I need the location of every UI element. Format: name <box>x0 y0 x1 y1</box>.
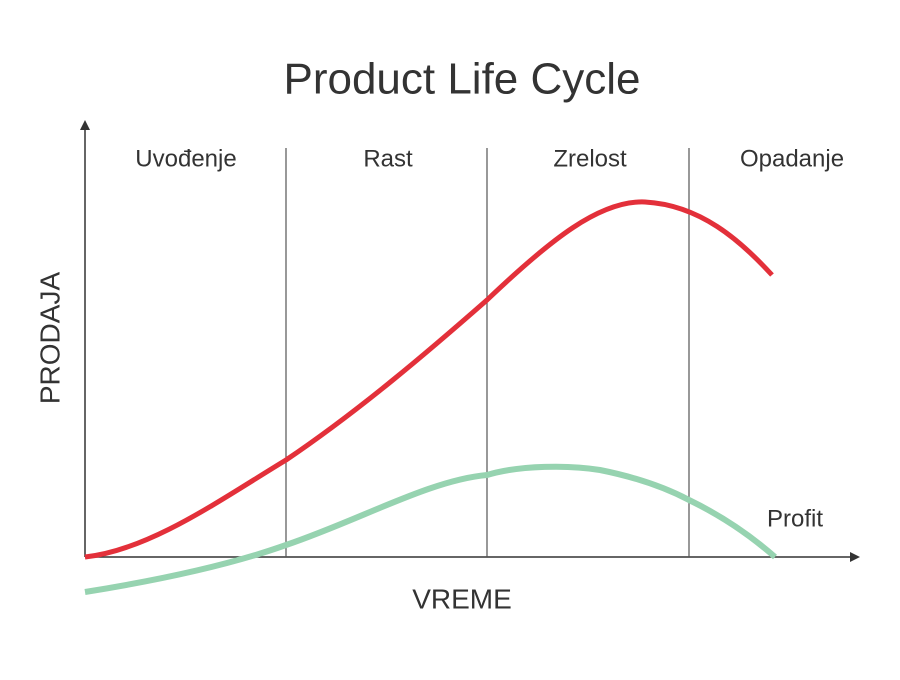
stage-label: Zrelost <box>553 145 627 172</box>
stage-label: Rast <box>363 145 413 172</box>
profit-curve <box>84 463 777 595</box>
x-axis-label: VREME <box>412 583 512 614</box>
stage-label: Opadanje <box>740 145 844 172</box>
curve-label: Profit <box>767 505 823 532</box>
stage-label: Uvođenje <box>135 145 236 172</box>
title: Product Life Cycle <box>283 55 640 104</box>
sales-curve <box>84 199 774 560</box>
y-axis-label: PRODAJA <box>34 272 65 405</box>
